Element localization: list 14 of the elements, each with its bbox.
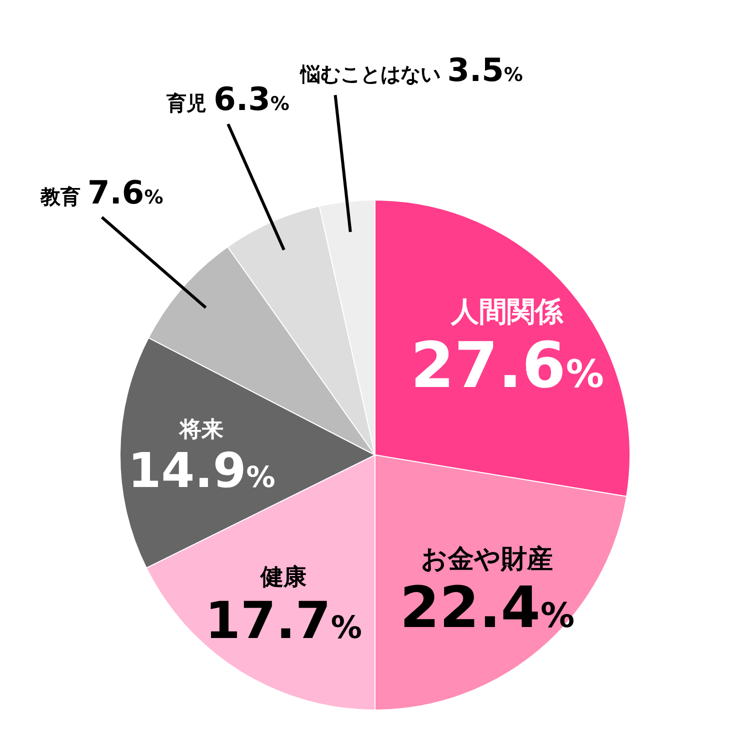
data-label: 27.6% — [410, 328, 604, 402]
slice-label: 育児 — [166, 91, 214, 116]
slice-label: お金や財産 — [421, 544, 554, 574]
slice-label: 悩むことはない — [299, 62, 448, 86]
data-label: 14.9% — [128, 442, 276, 499]
slice-label: 人間関係 — [450, 294, 564, 328]
data-label: 17.7% — [205, 592, 362, 651]
slice-label: 将来 — [178, 418, 224, 443]
data-label: 7.6% — [88, 173, 164, 212]
slice-label: 教育 — [40, 184, 88, 208]
data-label: 6.3% — [214, 80, 290, 118]
data-label: 3.5% — [447, 51, 523, 90]
data-label: 22.4% — [400, 575, 575, 642]
slice-label: 健康 — [259, 563, 306, 590]
